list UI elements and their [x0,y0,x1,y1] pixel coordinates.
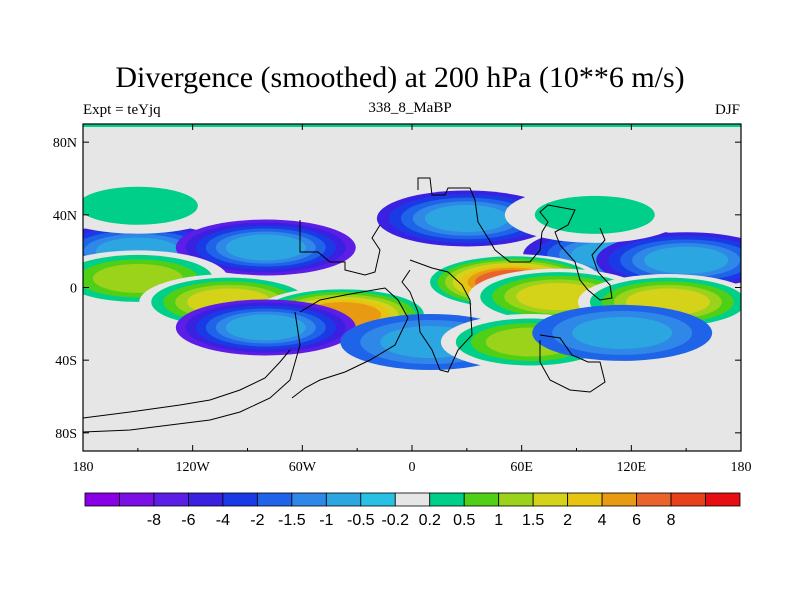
y-tick-label: 40S [55,354,77,369]
divergence-cell [596,232,741,289]
colorbar-label: 0.2 [419,512,441,529]
colorbar-swatch [119,492,155,507]
colorbar-label: -4 [216,512,230,529]
contour-band [572,316,673,349]
colorbar-label: 0.5 [453,512,475,529]
y-tick-label: 80N [53,136,77,151]
contour-band [83,186,198,225]
season-label: DJF [714,102,740,118]
divergence-cell [504,186,685,243]
contour-band [644,246,729,274]
colorbar-swatch [532,492,569,507]
colorbar-swatch [670,492,706,507]
colorbar-swatch [463,492,500,507]
divergence-cell [532,304,713,361]
axes: 80N 40N 0 40S 80S 180 120W 60W 0 60E 120E 180 [53,124,752,475]
colorbar-swatch [498,492,534,507]
colorbar-label: -1 [319,512,333,529]
colorbar-label: -6 [181,512,195,529]
coastline-africa [401,259,473,373]
colorbar-swatch [325,492,362,507]
colorbar-swatch [153,492,189,507]
divergence-cell [175,219,356,276]
colorbar-label: -0.2 [381,512,409,529]
map-title: Divergence (smoothed) at 200 hPa (10**6 … [115,61,685,94]
coastline-north-america [299,220,381,276]
colorbar-label: -1.5 [278,512,306,529]
x-tick-label: 180 [731,460,752,475]
coastline-south-america [83,287,409,433]
colorbar-swatch [394,492,431,507]
colorbar-swatch [705,492,741,507]
contour-band [225,234,306,261]
x-tick-label: 180 [73,460,94,475]
divergence-cell [83,177,228,234]
colorbar-label: 2 [563,512,572,529]
colorbar-swatch [222,492,258,507]
colorbar-swatch [429,492,465,507]
period-label: 338_8_MaBP [368,100,452,116]
y-tick-label: 40N [53,209,77,224]
x-tick-label: 60W [289,460,317,475]
colorbar-swatch [360,492,396,507]
y-tick-label: 0 [70,282,77,297]
colorbar-swatch [601,492,637,507]
colorbar-swatch [291,492,327,507]
coastline-antarctica-edge [83,349,291,419]
x-tick-label: 0 [409,460,416,475]
colorbar-label: -0.5 [347,512,375,529]
colorbar: -8 -6 -4 -2 -1.5 -1 -0.5 -0.2 0.2 0.5 1 1.5 2 4 6 8 [84,492,741,529]
colorbar-label: -2 [250,512,264,529]
divergence-cell [175,299,356,356]
contour-band [424,204,509,233]
colorbar-label: 6 [632,512,641,529]
colorbar-swatch [188,492,224,507]
coastline-eurasia [417,177,613,301]
contour-band [225,314,306,341]
colorbar-swatch [256,492,293,507]
x-tick-label: 60E [510,460,533,475]
x-tick-label: 120E [617,460,647,475]
experiment-label: Expt = teYjq [83,102,161,118]
coastline-australia [539,334,606,393]
colorbar-label: -8 [147,512,161,529]
colorbar-swatch [636,492,672,507]
y-tick-label: 80S [55,427,77,442]
colorbar-swatch [567,492,603,507]
colorbar-swatch [84,492,120,507]
x-tick-label: 120W [176,460,211,475]
colorbar-label: 8 [667,512,676,529]
colorbar-label: 4 [598,512,607,529]
contour-band [534,195,655,234]
colorbar-label: 1.5 [522,512,544,529]
coastlines [83,177,613,433]
colorbar-label: 1 [494,512,503,529]
